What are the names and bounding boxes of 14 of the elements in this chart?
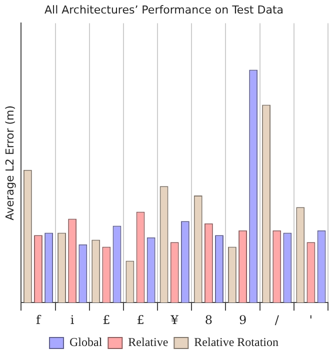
x-tick-label: i bbox=[70, 312, 74, 327]
legend-label: Relative Rotation bbox=[194, 335, 278, 350]
legend-label: Global bbox=[70, 335, 103, 350]
x-tick-label: 8 bbox=[204, 312, 213, 327]
x-tick-label: / bbox=[274, 312, 280, 327]
x-tick-label: f bbox=[36, 312, 42, 327]
x-tick-label: ' bbox=[309, 312, 313, 327]
x-tick-label: 9 bbox=[238, 312, 247, 327]
x-tick-label: £ bbox=[136, 312, 144, 327]
legend-label: Relative bbox=[128, 335, 168, 350]
x-tick-label: ¥ bbox=[170, 312, 179, 327]
y-axis-title: Average L2 Error (m) bbox=[3, 105, 16, 220]
x-tick-label: £ bbox=[102, 312, 110, 327]
chart-title: All Architectures’ Performance on Test Data bbox=[44, 3, 284, 16]
